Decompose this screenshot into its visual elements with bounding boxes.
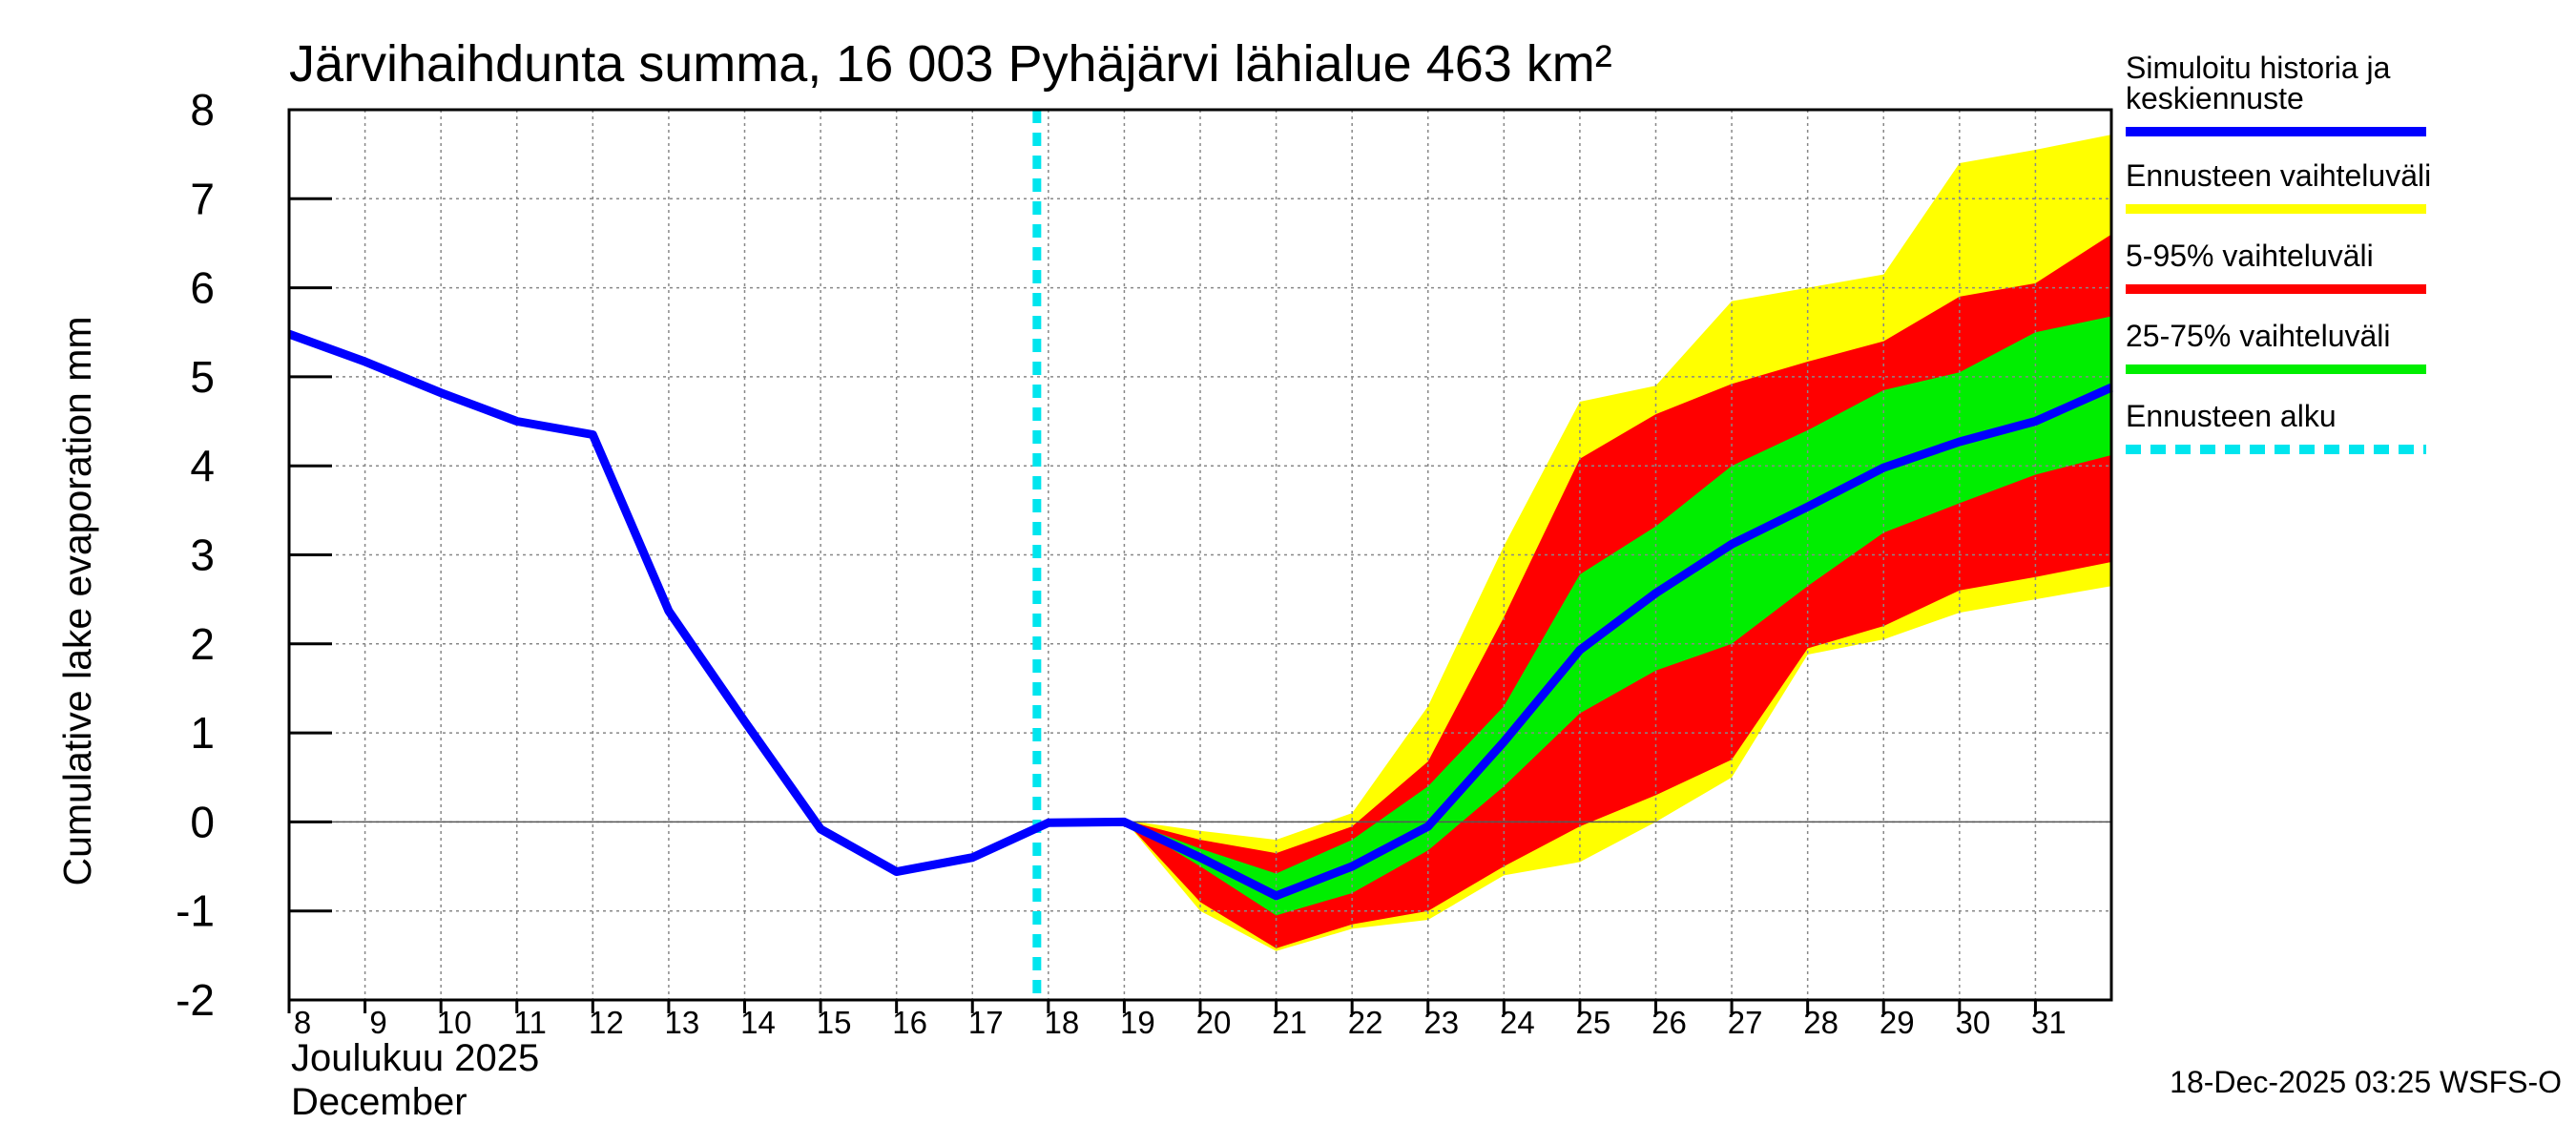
x-tick-label: 26 xyxy=(1652,1005,1687,1040)
y-tick-label: 7 xyxy=(190,174,215,223)
x-tick-label: 25 xyxy=(1576,1005,1611,1040)
legend-label-history: Simuloitu historia ja xyxy=(2126,51,2391,85)
y-tick-label: -1 xyxy=(176,886,215,936)
x-tick-label: 30 xyxy=(1955,1005,1990,1040)
legend-label-range: Ennusteen vaihteluväli xyxy=(2126,158,2431,193)
x-ticks: 8 9 10 11 12 13 14 15 16 17 18 19 20 21 22 23 24 25 26 27 28… xyxy=(287,1000,2067,1040)
x-tick-label: 20 xyxy=(1196,1005,1232,1040)
legend-label-p5_95: 5-95% vaihteluväli xyxy=(2126,239,2374,273)
series-line-0 xyxy=(287,329,2113,901)
x-tick-label: 29 xyxy=(1880,1005,1915,1040)
forecast-bands xyxy=(1124,135,2111,951)
x-axis-label-month: Joulukuu 2025 xyxy=(291,1037,539,1079)
series-lines xyxy=(287,329,2113,901)
x-tick-label: 13 xyxy=(665,1005,700,1040)
x-tick-label: 12 xyxy=(589,1005,624,1040)
legend-label-p25_75: 25-75% vaihteluväli xyxy=(2126,319,2391,353)
y-tick-label: 8 xyxy=(190,85,215,135)
y-tick-label: -2 xyxy=(176,975,215,1025)
y-tick-label: 2 xyxy=(190,619,215,669)
footer-timestamp: 18-Dec-2025 03:25 WSFS-O xyxy=(2170,1065,2562,1099)
x-tick-label: 31 xyxy=(2031,1005,2067,1040)
x-tick-label: 17 xyxy=(968,1005,1004,1040)
x-tick-label: 11 xyxy=(514,1005,547,1040)
x-tick-label: 16 xyxy=(892,1005,927,1040)
y-tick-label: 6 xyxy=(190,263,215,313)
y-tick-label: 1 xyxy=(190,708,215,758)
grid xyxy=(288,109,2111,1001)
x-tick-label: 14 xyxy=(740,1005,776,1040)
x-tick-label: 18 xyxy=(1044,1005,1079,1040)
x-tick-label: 10 xyxy=(437,1005,472,1040)
x-tick-label: 8 xyxy=(294,1005,311,1040)
x-axis-label-english: December xyxy=(291,1081,467,1123)
x-tick-label: 15 xyxy=(817,1005,852,1040)
y-tick-label: 5 xyxy=(190,352,215,402)
y-tick-label: 0 xyxy=(190,797,215,846)
x-tick-label: 28 xyxy=(1803,1005,1839,1040)
y-axis-label: Cumulative lake evaporation mm xyxy=(55,316,99,885)
legend-label-history: keskiennuste xyxy=(2126,81,2304,115)
x-tick-label: 23 xyxy=(1423,1005,1459,1040)
x-tick-label: 27 xyxy=(1728,1005,1763,1040)
x-tick-label: 19 xyxy=(1120,1005,1155,1040)
band-2 xyxy=(1124,316,2111,916)
x-tick-label: 21 xyxy=(1272,1005,1307,1040)
y-ticks: -2 -1 0 1 2 3 4 5 6 7 8 xyxy=(176,85,332,1025)
x-tick-label: 24 xyxy=(1500,1005,1535,1040)
x-tick-label: 9 xyxy=(369,1005,386,1040)
x-tick-label: 22 xyxy=(1348,1005,1383,1040)
legend-label-start: Ennusteen alku xyxy=(2126,399,2337,433)
y-tick-label: 4 xyxy=(190,441,215,490)
y-tick-label: 3 xyxy=(190,531,215,580)
chart-title: Järvihaihdunta summa, 16 003 Pyhäjärvi l… xyxy=(289,35,1612,93)
